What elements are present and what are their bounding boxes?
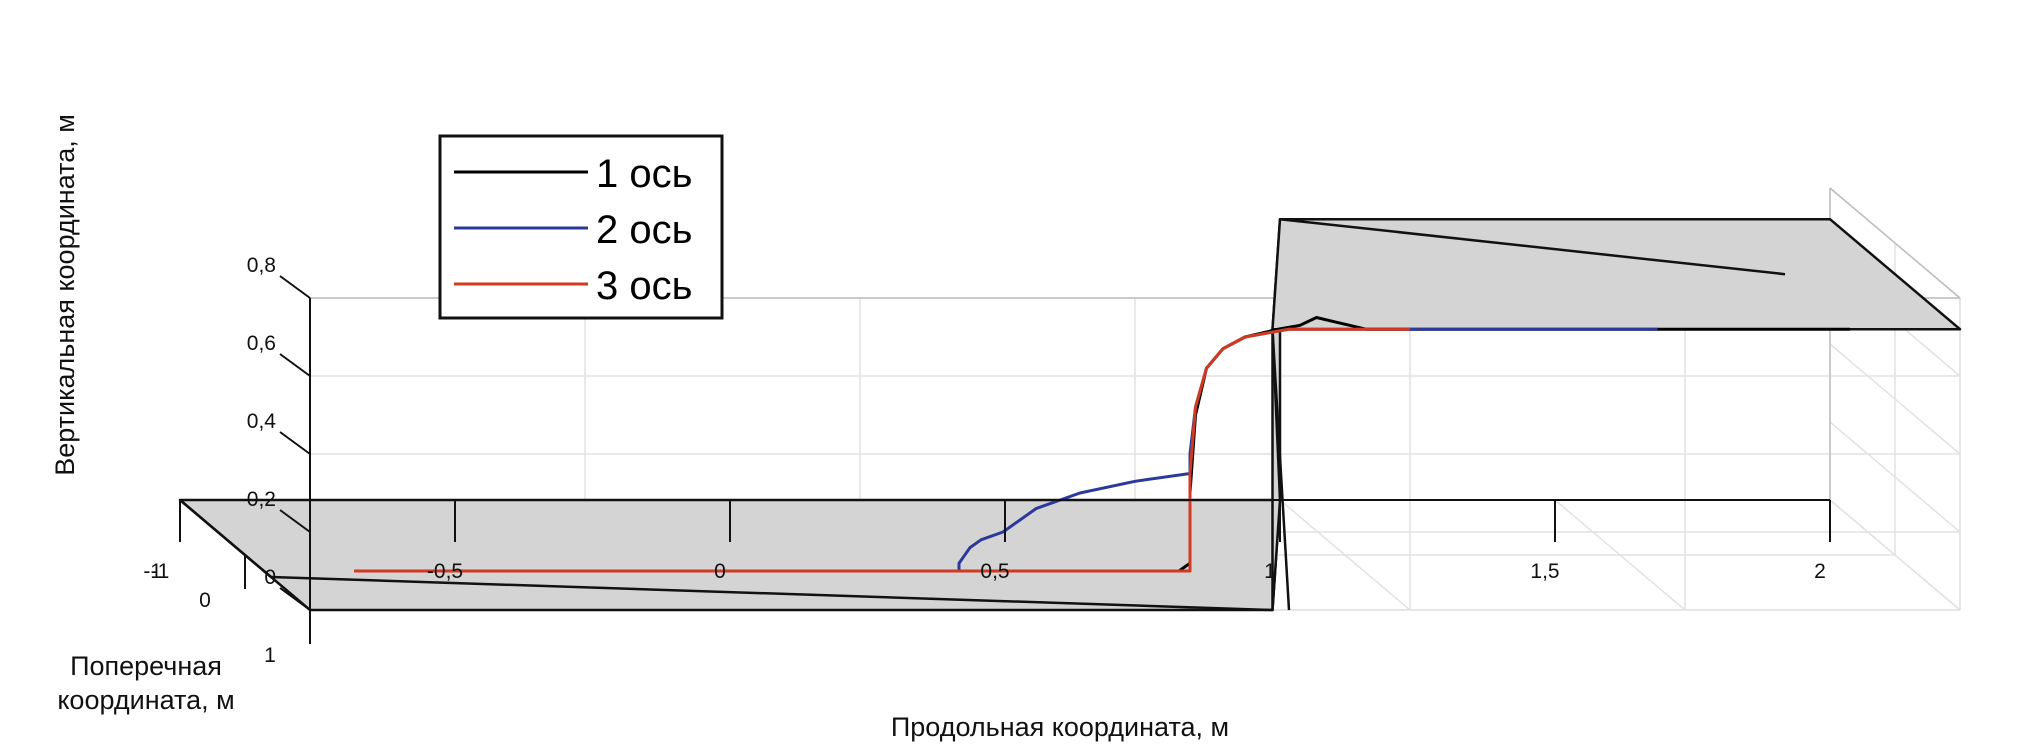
y-axis-title: Вертикальная координата, м — [50, 114, 80, 476]
axis-ticks: -1 -0,5 0 0,5 1 1,5 2 0 0,2 0,4 0,6 0,8 0 1 -1 — [143, 254, 1831, 667]
x-tick-label: -1 — [151, 560, 170, 583]
legend: 1 ось 2 ось 3 ось — [438, 134, 724, 320]
y-tick-label: 0,8 — [247, 254, 276, 277]
y-tick-mark — [279, 275, 311, 299]
y-tick-mark — [279, 431, 311, 455]
z-tick-label: 1 — [264, 644, 276, 667]
surface-lower-diagonal — [270, 575, 1273, 612]
x-tick-label: 1,5 — [1530, 560, 1559, 583]
x-tick-label: 2 — [1814, 560, 1826, 583]
z-tick-label: 0 — [199, 589, 211, 612]
y-tick-mark — [279, 353, 311, 377]
y-tick-label: 0,4 — [247, 410, 277, 433]
legend-label: 3 ось — [596, 264, 692, 308]
z-axis-title: Поперечная — [70, 651, 222, 681]
surface-upper-diagonal — [1279, 217, 1786, 276]
y-tick-mark — [279, 509, 311, 533]
axis-titles: Продольная координата, м Вертикальная коо… — [50, 114, 1229, 742]
y-tick-label: 0,2 — [247, 488, 276, 511]
legend-label: 1 ось — [596, 152, 692, 196]
x-tick-label: 0 — [714, 560, 726, 583]
z-axis-title: координата, м — [57, 685, 234, 715]
y-tick-mark — [279, 587, 311, 611]
series-lines — [354, 316, 1850, 573]
x-tick-label: 0,5 — [980, 560, 1009, 583]
legend-label: 2 ось — [596, 208, 692, 252]
surface-wall-edge — [1271, 329, 1291, 611]
x-tick-label: -0,5 — [427, 560, 463, 583]
box-edge — [1829, 187, 1961, 299]
surface-upper-plane — [1271, 217, 1962, 331]
y-tick-label: 0,6 — [247, 332, 276, 355]
x-axis-title: Продольная координата, м — [891, 712, 1229, 742]
x-tick-label: 1 — [1264, 560, 1276, 583]
y-tick-label: 0 — [264, 566, 276, 589]
series-line-3 — [354, 327, 1410, 573]
z-tick-label: -1 — [143, 560, 162, 583]
